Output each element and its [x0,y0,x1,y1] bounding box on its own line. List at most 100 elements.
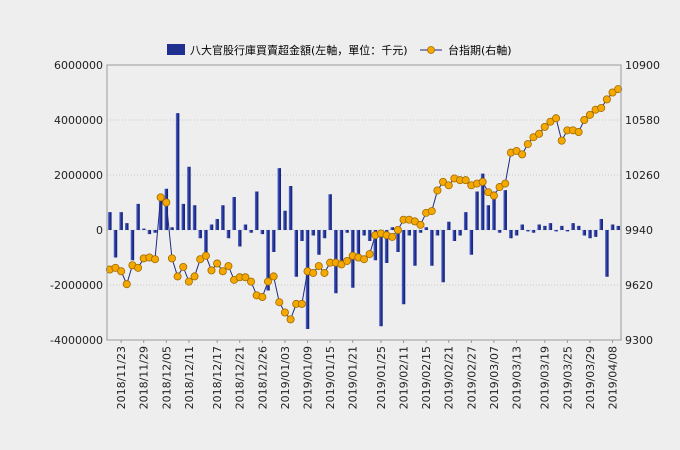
line-point [309,268,318,277]
bar [266,230,270,291]
bar [215,219,219,230]
line-point [580,116,589,125]
bar [565,230,570,232]
bar [463,212,468,230]
bar [108,212,112,230]
bar [401,230,406,305]
bar [542,225,547,230]
line-point [241,273,250,282]
line-point [393,225,402,234]
line-point [597,103,606,112]
line-point [286,315,295,324]
line-point [184,277,193,286]
bar [125,223,129,230]
bar [141,228,146,230]
bar [113,230,118,258]
left-tick-label: 2000000 [54,169,103,182]
line-point [111,263,120,272]
x-tick-label: 2019/03/19 [539,346,552,409]
right-tick-label: 9940 [625,224,653,237]
x-tick-label: 2019/01/09 [302,346,315,409]
bar [136,203,140,230]
line-point [433,186,442,195]
legend-bar-swatch [167,44,185,55]
line-point [297,299,306,308]
line-point [275,298,284,307]
legend-line-marker [427,46,435,54]
legend: 八大官股行庫買賣超金額(左軸，單位：千元) 台指期(右軸) [167,43,512,57]
bar [322,230,327,239]
line-point [614,85,623,94]
bar [119,212,123,230]
bar [367,230,372,241]
bar [170,227,174,230]
bar [537,224,541,230]
x-tick-label: 2018/12/11 [183,346,196,409]
line-point [427,207,436,216]
bar [531,230,536,233]
x-tick-label: 2019/02/21 [443,346,456,409]
bar [192,205,197,230]
left-tick-label: -4000000 [50,334,103,347]
bar [430,230,434,266]
line-point [167,254,176,263]
bar [616,225,620,230]
right-tick-label: 9300 [625,334,653,347]
x-tick-label: 2019/02/11 [398,346,411,409]
line-point [444,181,453,190]
bar [418,230,423,233]
line-point [280,308,289,317]
bar [198,230,202,239]
line-point [574,128,583,137]
bar [514,230,519,236]
line-point [410,217,419,226]
bar [554,230,558,232]
x-tick-label: 2019/01/15 [324,346,337,409]
line-point [546,117,555,126]
bar [452,230,457,241]
bar [300,230,304,241]
line-point [314,262,323,271]
line-point [478,177,487,186]
bar [384,230,389,263]
x-tick-label: 2019/01/03 [279,346,292,409]
line-point [201,251,210,260]
line-point [523,140,532,149]
line-point [247,277,256,286]
right-tick-label: 10260 [625,169,660,182]
bar [283,210,287,230]
legend-line-label: 台指期(右軸) [448,43,512,57]
bar [249,230,253,233]
bar [345,230,349,233]
bar [593,230,598,237]
line-point [585,110,594,119]
line-point [540,122,549,131]
bar [413,230,417,266]
gridlines [107,64,621,341]
bar [232,197,236,230]
left-tick-label: 6000000 [54,59,103,72]
bar [480,173,485,230]
bar [446,221,451,230]
bar [181,203,186,230]
line-point [196,255,205,264]
bar [469,230,474,255]
bar [503,190,507,230]
bar [548,223,553,230]
bar [588,230,592,239]
left-tick-label: 4000000 [54,114,103,127]
line-point [602,95,611,104]
bar [509,230,513,239]
bar [254,191,259,230]
x-tick-label: 2019/01/25 [375,346,388,409]
x-tick-label: 2018/12/05 [160,346,173,409]
bar [288,186,293,230]
bar [435,230,440,236]
x-tick-label: 2019/04/08 [607,346,620,409]
x-tick-label: 2019/02/15 [420,346,433,409]
bar [305,230,310,329]
line-point [218,267,227,276]
bar [599,219,603,230]
bar [571,223,575,230]
